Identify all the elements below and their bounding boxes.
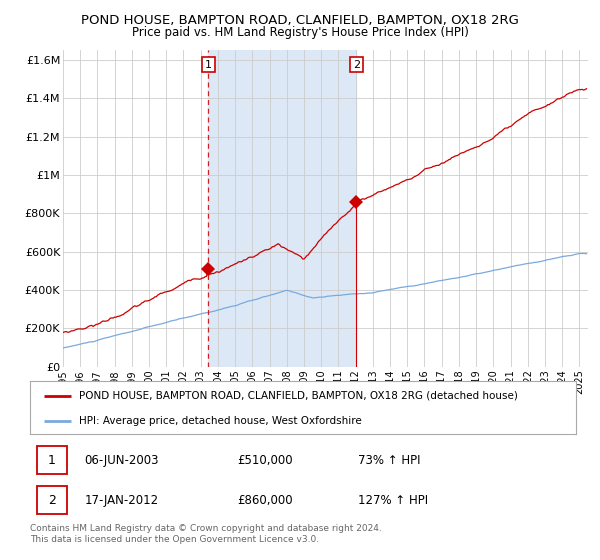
FancyBboxPatch shape (37, 446, 67, 474)
Text: POND HOUSE, BAMPTON ROAD, CLANFIELD, BAMPTON, OX18 2RG: POND HOUSE, BAMPTON ROAD, CLANFIELD, BAM… (81, 14, 519, 27)
Text: This data is licensed under the Open Government Licence v3.0.: This data is licensed under the Open Gov… (30, 534, 319, 544)
Text: 2: 2 (353, 59, 360, 69)
Text: 73% ↑ HPI: 73% ↑ HPI (358, 454, 420, 466)
Text: 1: 1 (205, 59, 212, 69)
Text: 2: 2 (47, 494, 56, 507)
Text: 06-JUN-2003: 06-JUN-2003 (85, 454, 159, 466)
Text: 127% ↑ HPI: 127% ↑ HPI (358, 494, 428, 507)
Text: POND HOUSE, BAMPTON ROAD, CLANFIELD, BAMPTON, OX18 2RG (detached house): POND HOUSE, BAMPTON ROAD, CLANFIELD, BAM… (79, 391, 518, 401)
Text: 17-JAN-2012: 17-JAN-2012 (85, 494, 159, 507)
Text: 1: 1 (47, 454, 56, 466)
Text: £510,000: £510,000 (238, 454, 293, 466)
Text: Contains HM Land Registry data © Crown copyright and database right 2024.: Contains HM Land Registry data © Crown c… (30, 524, 382, 533)
FancyBboxPatch shape (37, 486, 67, 514)
Text: Price paid vs. HM Land Registry's House Price Index (HPI): Price paid vs. HM Land Registry's House … (131, 26, 469, 39)
Text: £860,000: £860,000 (238, 494, 293, 507)
Text: HPI: Average price, detached house, West Oxfordshire: HPI: Average price, detached house, West… (79, 416, 362, 426)
Bar (208, 50, 356, 367)
